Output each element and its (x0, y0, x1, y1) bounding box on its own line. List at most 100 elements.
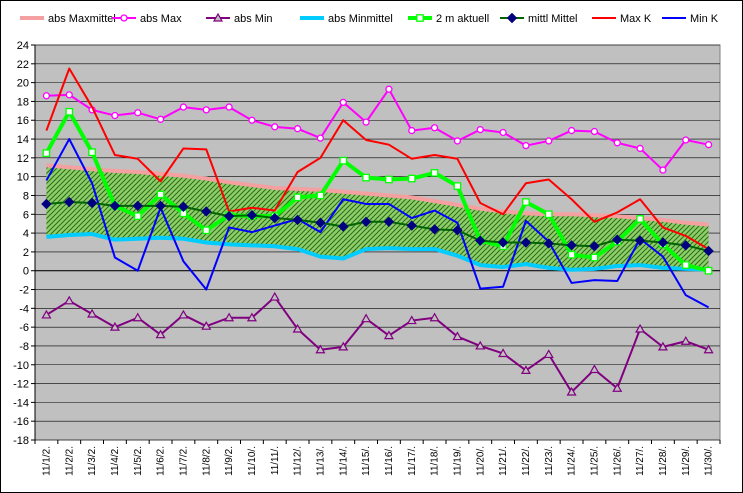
y-tick-label: -14 (13, 397, 29, 409)
x-tick-label: 11/4/2. (110, 446, 121, 476)
x-tick-label: 11/22/. (521, 446, 532, 476)
abs-max-point (362, 118, 370, 126)
abs-min-point (224, 312, 235, 322)
x-tick-label: 11/11/. (270, 446, 281, 475)
abs-min-point (212, 12, 224, 22)
mittl-mittel-point (338, 221, 349, 232)
abs-min-point (41, 309, 52, 319)
abs-min-point (201, 320, 212, 330)
abs-min-point (429, 312, 440, 322)
mittl-mittel-point (292, 214, 303, 226)
mittl-mittel-point (360, 216, 372, 228)
abs-max-point (613, 139, 621, 147)
x-tick-label: 11/19/. (452, 446, 463, 476)
abs-max-point (545, 137, 553, 145)
legend-item-abs-min: abs Min (206, 12, 273, 25)
mittl-mittel-point (246, 210, 258, 221)
x-tick-label: 11/10/. (247, 446, 258, 476)
abs-max-point (179, 103, 188, 111)
series-abs-min (41, 291, 714, 396)
y-tick-label: 0 (23, 266, 29, 278)
abs-max-point (42, 92, 51, 100)
2-m-aktuell-point (202, 226, 211, 235)
2-m-aktuell-point (590, 253, 599, 262)
legend-label: abs Min (234, 13, 273, 25)
legend-item-abs-max: abs Max (112, 13, 182, 25)
y-tick-label: 18 (17, 96, 29, 108)
mittl-mittel-point (109, 200, 121, 212)
2-m-aktuell-point (416, 14, 424, 22)
abs-max-point (567, 126, 576, 135)
x-tick-label: 11/12/. (293, 446, 304, 476)
legend-item-max-k: Max K (592, 13, 652, 25)
x-tick-label: 11/5/2. (133, 446, 144, 476)
2-m-aktuell-point (65, 107, 74, 116)
x-tick-label: 11/25/. (589, 446, 600, 476)
2-m-aktuell-point (293, 193, 302, 202)
legend-label: abs Minmittel (328, 13, 393, 25)
mittl-mittel-point (64, 196, 75, 208)
2-m-aktuell-point (385, 175, 393, 184)
abs-max-point (271, 123, 279, 131)
x-tick-label: 11/8/2. (201, 446, 212, 476)
2-m-aktuell-point (339, 156, 348, 165)
abs-max-point (65, 91, 73, 99)
abs-min-point (475, 340, 486, 350)
mittl-mittel-point (452, 225, 463, 236)
abs-min-point (64, 295, 75, 305)
abs-max-point (202, 106, 210, 114)
x-tick-label: 11/15/. (361, 446, 372, 476)
x-tick-label: 11/26/. (612, 446, 623, 476)
x-tick-label: 11/27/. (635, 446, 646, 476)
abs-max-point (704, 141, 713, 149)
y-tick-label: 10 (17, 172, 29, 184)
x-tick-label: 11/17/. (407, 446, 418, 476)
x-tick-label: 11/24/. (567, 446, 578, 476)
abs-max-point (636, 144, 644, 153)
abs-min-point (338, 341, 349, 351)
abs-min-point (315, 344, 326, 354)
mittl-mittel-point (703, 245, 714, 257)
2-m-aktuell-point (636, 215, 644, 223)
min-k-line (45, 138, 710, 309)
x-tick-label: 11/2/2. (64, 446, 75, 476)
legend-item-mittl-mittel: mittl Mittel (500, 12, 578, 25)
mittl-mittel-point (497, 237, 509, 248)
legend-label: abs Max (140, 13, 182, 25)
abs-min-point (87, 308, 98, 318)
abs-min-point (361, 313, 372, 323)
2-m-aktuell-point (42, 149, 51, 158)
abs-max-point (225, 103, 233, 111)
abs-min-point (657, 341, 668, 351)
x-tick-label: 11/3/2. (87, 446, 98, 476)
mittl-mittel-point (315, 217, 326, 228)
abs-min-point (109, 321, 120, 331)
abs-max-point (293, 125, 302, 133)
abs-max-point (453, 137, 462, 145)
legend-item-2-m-aktuell: 2 m aktuell (408, 13, 489, 25)
2-m-aktuell-point (88, 148, 96, 157)
abs-max-point (590, 127, 599, 136)
y-tick-label: -18 (13, 435, 29, 447)
series-mittl-mittel (41, 196, 714, 257)
2-m-aktuell-point (362, 173, 370, 182)
y-tick-label: 16 (17, 115, 29, 127)
y-tick-label: 2 (23, 247, 29, 259)
abs-min-point (178, 309, 189, 319)
legend-label: mittl Mittel (528, 13, 578, 25)
abs-min-point (269, 291, 280, 301)
legend-label: Min K (690, 13, 719, 25)
abs-min-point (703, 344, 714, 354)
mittl-mittel-point (589, 241, 600, 252)
mittl-mittel-point (201, 206, 212, 217)
y-tick-label: -16 (13, 416, 29, 428)
x-tick-label: 11/13/. (315, 446, 326, 476)
abs-max-point (156, 115, 165, 123)
abs-min-point (680, 336, 691, 345)
x-tick-label: 11/14/. (338, 446, 349, 476)
abs-min-point (406, 315, 417, 325)
x-tick-label: 11/1/2. (41, 446, 52, 476)
2-m-aktuell-point (156, 190, 165, 199)
abs-max-point (385, 85, 393, 93)
abs-min-point (452, 331, 463, 341)
